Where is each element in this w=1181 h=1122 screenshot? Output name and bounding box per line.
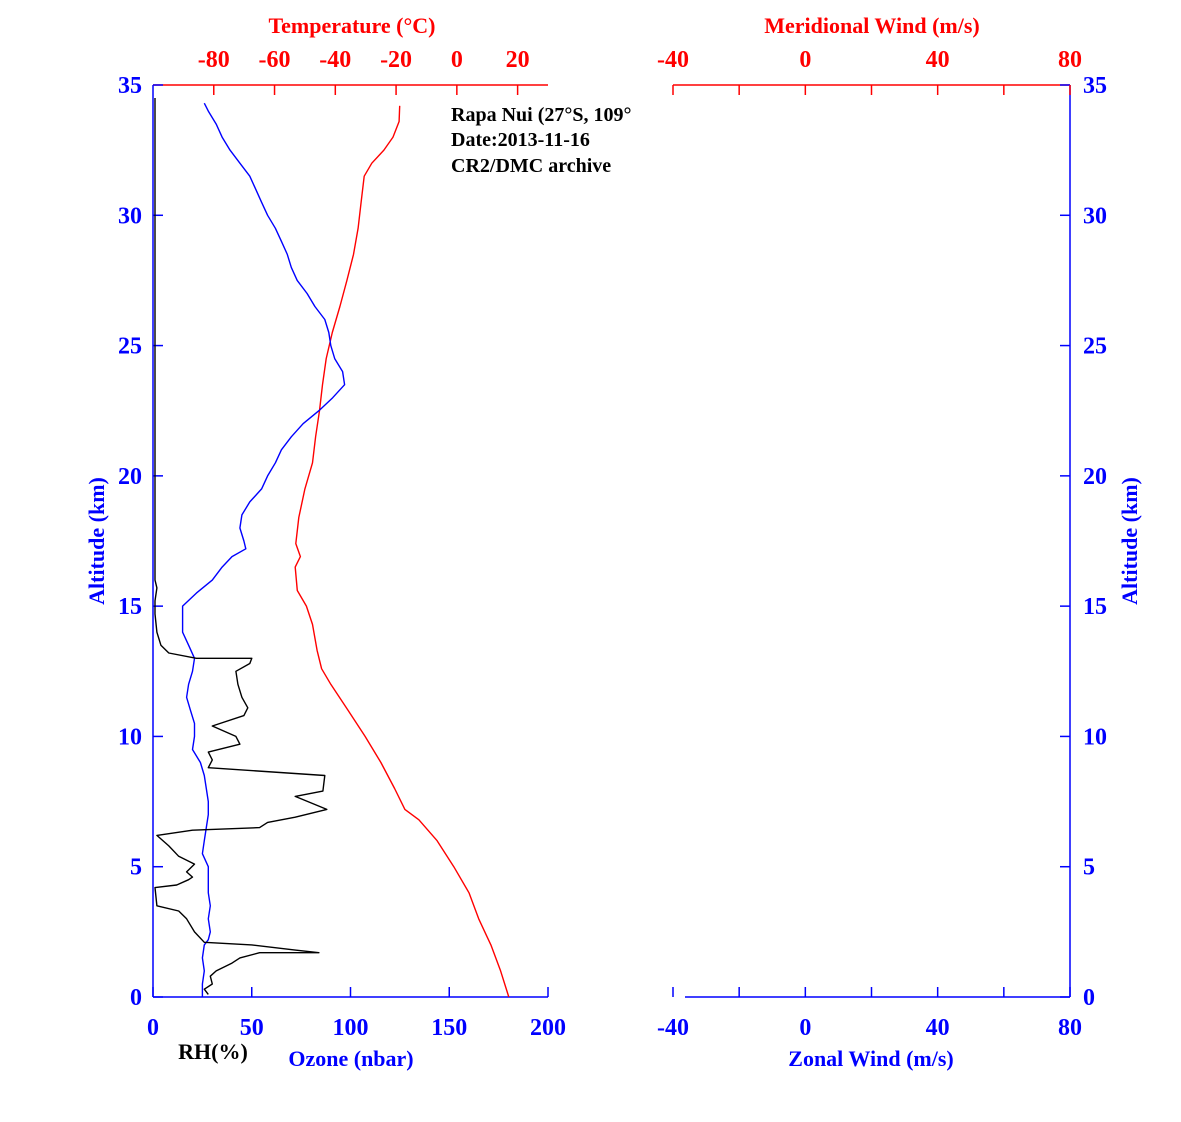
temperature-tick-label: -80 (198, 47, 230, 73)
temperature-top-ticks: -80 -60 -40 -20 0 20 (198, 47, 530, 95)
temperature-axis-title: Temperature (°C) (268, 13, 435, 38)
left-series-group (154, 98, 510, 998)
right-y-tick-label: 0 (1083, 985, 1095, 1011)
left-y-ticks: 0 5 10 15 20 25 30 35 (118, 73, 163, 1011)
ozone-x-tick-label: 100 (333, 1015, 369, 1041)
meridional-axis-title: Meridional Wind (m/s) (764, 13, 980, 38)
temperature-tick-label: -60 (259, 47, 291, 73)
zonal-x-tick-label: 0 (799, 1015, 811, 1041)
left-y-tick-label: 20 (118, 464, 142, 490)
left-y-tick-label: 30 (118, 203, 142, 229)
meridional-tick-label: 40 (926, 47, 950, 73)
right-altitude-title: Altitude (km) (1117, 477, 1142, 605)
left-y-tick-label: 0 (130, 985, 142, 1011)
ozone-x-ticks: 0 50 100 150 200 (147, 987, 566, 1041)
ozone-profile-line (181, 102, 346, 997)
left-y-tick-label: 10 (118, 724, 142, 750)
right-y-tick-label: 15 (1083, 594, 1107, 620)
right-y-ticks: 0 5 10 15 20 25 30 35 (1060, 73, 1107, 1011)
temperature-tick-label: 20 (506, 47, 530, 73)
ozone-x-tick-label: 150 (431, 1015, 467, 1041)
right-y-tick-label: 35 (1083, 73, 1107, 99)
left-y-tick-label: 15 (118, 594, 142, 620)
left-y-tick-label: 5 (130, 855, 142, 881)
right-y-tick-label: 5 (1083, 855, 1095, 881)
temperature-profile-line (294, 105, 510, 998)
ozone-x-tick-label: 50 (240, 1015, 264, 1041)
meridional-top-ticks: -40 0 40 80 (657, 47, 1082, 95)
meridional-tick-label: 80 (1058, 47, 1082, 73)
temperature-tick-label: 0 (451, 47, 463, 73)
ozone-x-tick-label: 0 (147, 1015, 159, 1041)
temperature-tick-label: -40 (319, 47, 351, 73)
zonal-x-tick-label: 80 (1058, 1015, 1082, 1041)
annotation-date: Date:2013-11-16 (451, 129, 590, 151)
right-y-tick-label: 30 (1083, 203, 1107, 229)
annotation-station: Rapa Nui (27°S, 109° (451, 104, 631, 126)
right-y-tick-label: 25 (1083, 334, 1107, 360)
left-y-tick-label: 25 (118, 334, 142, 360)
meridional-tick-label: -40 (657, 47, 689, 73)
right-y-tick-label: 10 (1083, 724, 1107, 750)
annotation-archive: CR2/DMC archive (451, 155, 611, 177)
ozone-x-tick-label: 200 (530, 1015, 566, 1041)
meridional-tick-label: 0 (799, 47, 811, 73)
rh-profile-line (154, 98, 328, 995)
right-y-tick-label: 20 (1083, 464, 1107, 490)
zonal-axis-title: Zonal Wind (m/s) (788, 1046, 953, 1071)
rh-axis-title: RH(%) (178, 1039, 248, 1064)
temperature-tick-label: -20 (380, 47, 412, 73)
left-y-tick-label: 35 (118, 73, 142, 99)
left-altitude-title: Altitude (km) (84, 477, 109, 605)
ozone-axis-title: Ozone (nbar) (288, 1046, 413, 1071)
zonal-x-tick-label: -40 (657, 1015, 689, 1041)
right-panel: 0 5 10 15 20 25 30 35 -40 0 40 80 -40 0 40 80 Meridio… (657, 13, 1142, 1071)
zonal-x-ticks: -40 0 40 80 (657, 987, 1082, 1041)
zonal-x-tick-label: 40 (926, 1015, 950, 1041)
